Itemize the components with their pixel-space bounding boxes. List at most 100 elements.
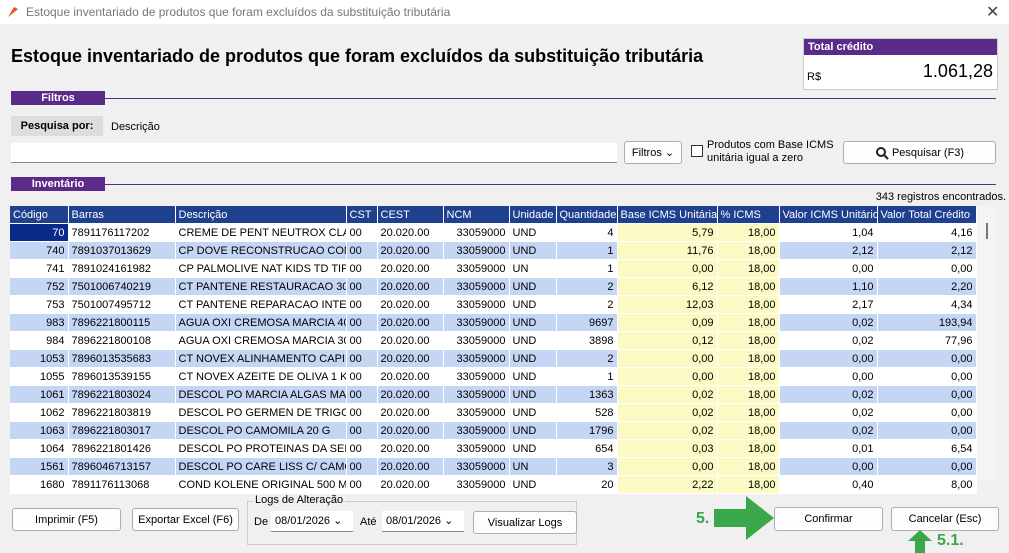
- table-cell: 20.020.00: [377, 421, 444, 440]
- table-cell: 18,00: [717, 313, 780, 332]
- table-cell: 18,00: [717, 475, 780, 494]
- table-cell: UND: [509, 439, 557, 458]
- column-header: Valor ICMS Unitário: [779, 206, 878, 224]
- column-header: Base ICMS Unitária: [617, 206, 718, 224]
- table-cell: CT NOVEX ALINHAMENTO CAPILA: [175, 349, 347, 368]
- table-cell: 7891024161982: [68, 259, 176, 278]
- table-row[interactable]: 1061 7896221803024 DESCOL PO MARCIA ALGAS …: [10, 385, 977, 404]
- table-cell: DESCOL PO CAMOMILA 20 G: [175, 421, 347, 440]
- from-label: De: [254, 516, 269, 528]
- table-cell: 7896221803017: [68, 421, 176, 440]
- table-cell: 2,12: [877, 241, 977, 260]
- table-row[interactable]: 983 7896221800115 AGUA OXI CREMOSA MARCIA …: [10, 313, 977, 332]
- column-header: Valor Total Crédito: [877, 206, 977, 224]
- print-button[interactable]: Imprimir (F5): [12, 508, 121, 531]
- table-cell: 0,00: [779, 457, 878, 476]
- table-cell: 0,01: [779, 439, 878, 458]
- scrollbar[interactable]: [977, 206, 996, 480]
- table-cell: 20.020.00: [377, 457, 444, 476]
- table-cell: 12,03: [617, 295, 718, 314]
- table-cell: 0,00: [617, 349, 718, 368]
- table-cell: 752: [10, 277, 69, 296]
- table-cell: 33059000: [443, 241, 510, 260]
- table-row[interactable]: 984 7896221800108 AGUA OXI CREMOSA MARCIA …: [10, 331, 977, 350]
- search-icon: [875, 146, 889, 160]
- from-date[interactable]: 08/01/2026 ⌄: [271, 511, 353, 532]
- table-cell: 7501007495712: [68, 295, 176, 314]
- table-cell: 18,00: [717, 349, 780, 368]
- app-icon: [8, 7, 18, 17]
- table-cell: 0,00: [779, 367, 878, 386]
- table-row[interactable]: 1680 7891176113068 COND KOLENE ORIGINAL 50…: [10, 475, 977, 494]
- arrow-right: [714, 496, 774, 540]
- step-label: 5.1.: [937, 532, 964, 549]
- table-cell: 18,00: [717, 259, 780, 278]
- column-header: CST: [346, 206, 378, 224]
- inventory-table: Código Barras Descrição CST CEST NCM Unidade Qu…: [10, 206, 977, 494]
- table-row[interactable]: 1062 7896221803819 DESCOL PO GERMEN DE TRI…: [10, 403, 977, 422]
- section-line: [105, 98, 996, 99]
- table-cell: 753: [10, 295, 69, 314]
- to-date-value: 08/01/2026: [386, 515, 442, 527]
- table-cell: 77,96: [877, 331, 977, 350]
- table-cell: 7896221800115: [68, 313, 176, 332]
- table-cell: 7896221803024: [68, 385, 176, 404]
- table-row[interactable]: 1053 7896013535683 CT NOVEX ALINHAMENTO CA…: [10, 349, 977, 368]
- table-cell: 33059000: [443, 223, 510, 242]
- table-cell: 193,94: [877, 313, 977, 332]
- table-cell: 0,02: [779, 421, 878, 440]
- table-cell: 7896221800108: [68, 331, 176, 350]
- filters-dropdown[interactable]: Filtros ⌄: [624, 141, 682, 164]
- table-cell: 0,02: [779, 403, 878, 422]
- table-cell: 00: [346, 295, 378, 314]
- table-cell: 00: [346, 385, 378, 404]
- table-cell: 1680: [10, 475, 69, 494]
- table-row[interactable]: 753 7501007495712 CT PANTENE REPARACAO INT…: [10, 295, 977, 314]
- table-cell: 33059000: [443, 367, 510, 386]
- logs-button[interactable]: Visualizar Logs: [473, 511, 577, 534]
- table-row[interactable]: 1064 7896221801426 DESCOL PO PROTEINAS DA …: [10, 439, 977, 458]
- table-cell: COND KOLENE ORIGINAL 500 ML: [175, 475, 347, 494]
- table-cell: 1063: [10, 421, 69, 440]
- checkbox[interactable]: [691, 145, 703, 157]
- excel-button[interactable]: Exportar Excel (F6): [132, 508, 239, 531]
- search-input[interactable]: [11, 143, 617, 163]
- table-cell: 7896221803819: [68, 403, 176, 422]
- table-cell: 00: [346, 457, 378, 476]
- table-cell: AGUA OXI CREMOSA MARCIA 30 V: [175, 331, 347, 350]
- to-date[interactable]: 08/01/2026 ⌄: [382, 511, 464, 532]
- confirm-button[interactable]: Confirmar: [774, 507, 883, 531]
- table-cell: UND: [509, 241, 557, 260]
- table-cell: UND: [509, 331, 557, 350]
- table-cell: 0,00: [617, 367, 718, 386]
- cancel-button[interactable]: Cancelar (Esc): [891, 507, 999, 531]
- column-header: Unidade: [509, 206, 557, 224]
- table-row[interactable]: 752 7501006740219 CT PANTENE RESTAURACAO 3…: [10, 277, 977, 296]
- table-cell: 20.020.00: [377, 223, 444, 242]
- table-cell: 20.020.00: [377, 403, 444, 422]
- table-row[interactable]: 741 7891024161982 CP PALMOLIVE NAT KIDS TD…: [10, 259, 977, 278]
- table-row[interactable]: 1055 7896013539155 CT NOVEX AZEITE DE OLIV…: [10, 367, 977, 386]
- table-cell: UND: [509, 313, 557, 332]
- column-header: Código: [10, 206, 69, 224]
- search-button[interactable]: Pesquisar (F3): [843, 141, 996, 164]
- table-cell: 33059000: [443, 403, 510, 422]
- table-cell: 4,16: [877, 223, 977, 242]
- page-title: Estoque inventariado de produtos que for…: [11, 46, 704, 66]
- table-row[interactable]: 1561 7896046713157 DESCOL PO CARE LISS C/ …: [10, 457, 977, 476]
- table-row[interactable]: 1063 7896221803017 DESCOL PO CAMOMILA 20 G…: [10, 421, 977, 440]
- table-cell: 3: [556, 457, 618, 476]
- table-cell: 2,12: [779, 241, 878, 260]
- table-cell: 20.020.00: [377, 385, 444, 404]
- table-cell: 2,20: [877, 277, 977, 296]
- header-row: Código Barras Descrição CST CEST NCM Unidade Qu…: [10, 206, 977, 224]
- table-cell: 1053: [10, 349, 69, 368]
- table-cell: 20.020.00: [377, 331, 444, 350]
- table-cell: 33059000: [443, 421, 510, 440]
- table-cell: UN: [509, 259, 557, 278]
- table-cell: CT PANTENE REPARACAO INTENS: [175, 295, 347, 314]
- table-cell: 0,00: [877, 385, 977, 404]
- close-button[interactable]: ✕: [986, 4, 1000, 21]
